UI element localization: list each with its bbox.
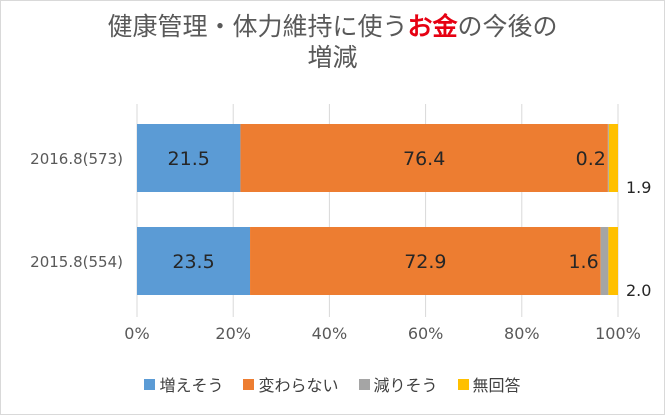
bar-segment bbox=[600, 227, 609, 295]
legend-item: 無回答 bbox=[457, 372, 521, 396]
legend-swatch bbox=[243, 378, 255, 390]
bar-segment bbox=[240, 124, 608, 192]
x-tick-label: 60% bbox=[408, 324, 444, 343]
y-category-label: 2015.8(554) bbox=[30, 253, 123, 271]
data-label: 72.9 bbox=[404, 251, 446, 273]
data-label: 23.5 bbox=[172, 251, 214, 273]
legend-swatch bbox=[144, 378, 156, 390]
chart-legend: 増えそう 変わらない 減りそう 無回答 bbox=[1, 372, 664, 396]
x-tick-label: 100% bbox=[595, 324, 641, 343]
bar-segment bbox=[608, 124, 618, 192]
legend-swatch bbox=[457, 378, 469, 390]
x-tick-label: 40% bbox=[312, 324, 348, 343]
data-label: 1.6 bbox=[568, 251, 598, 273]
data-label: 2.0 bbox=[626, 281, 651, 300]
title-line-1: 健康管理・体力維持に使うお金の今後の bbox=[1, 11, 664, 42]
x-tick-label: 20% bbox=[215, 324, 251, 343]
legend-label: 増えそう bbox=[159, 376, 224, 395]
legend-swatch bbox=[358, 378, 370, 390]
data-label: 0.2 bbox=[576, 148, 606, 170]
bar-segment bbox=[137, 124, 241, 192]
title-part-1: 健康管理・体力維持に使う bbox=[107, 12, 408, 41]
data-label: 76.4 bbox=[403, 148, 445, 170]
title-part-2: の今後の bbox=[457, 12, 558, 41]
bar-segment bbox=[250, 227, 601, 295]
legend-item: 減りそう bbox=[358, 372, 438, 396]
data-label: 21.5 bbox=[168, 148, 210, 170]
legend-label: 減りそう bbox=[373, 376, 438, 395]
y-category-label: 2016.8(573) bbox=[30, 150, 123, 168]
title-highlight: お金 bbox=[407, 12, 458, 41]
bar-segment bbox=[607, 124, 609, 192]
chart-title: 健康管理・体力維持に使うお金の今後の 増減 bbox=[1, 11, 664, 73]
bar-segment bbox=[608, 227, 618, 295]
legend-label: 変わらない bbox=[258, 376, 339, 395]
x-tick-label: 80% bbox=[504, 324, 540, 343]
legend-item: 変わらない bbox=[243, 372, 339, 396]
legend-item: 増えそう bbox=[144, 372, 223, 396]
bar-segment bbox=[137, 227, 251, 295]
title-line-2: 増減 bbox=[307, 43, 358, 72]
legend-label: 無回答 bbox=[472, 376, 521, 395]
data-label: 1.9 bbox=[626, 178, 651, 197]
x-tick-label: 0% bbox=[124, 324, 149, 343]
